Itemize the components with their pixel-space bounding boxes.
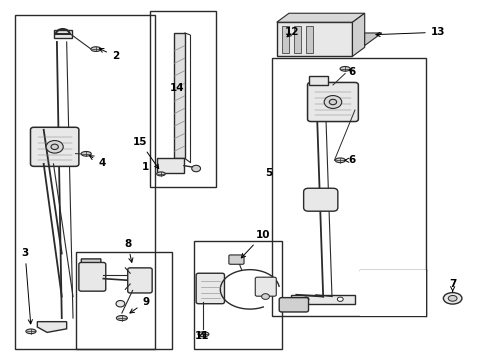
- Text: 6: 6: [345, 155, 356, 165]
- Bar: [54, 31, 72, 39]
- Text: 6: 6: [349, 67, 356, 77]
- Ellipse shape: [340, 67, 350, 71]
- Ellipse shape: [448, 296, 457, 301]
- Polygon shape: [309, 76, 328, 85]
- Text: 4: 4: [90, 156, 105, 168]
- FancyBboxPatch shape: [255, 277, 276, 296]
- Text: 1: 1: [142, 162, 149, 172]
- Text: 2: 2: [99, 49, 119, 61]
- Ellipse shape: [91, 47, 101, 51]
- Polygon shape: [365, 33, 382, 45]
- Bar: [292, 295, 355, 304]
- Bar: [194, 241, 282, 348]
- Ellipse shape: [198, 332, 209, 337]
- Text: 8: 8: [124, 239, 133, 262]
- Ellipse shape: [335, 158, 345, 163]
- FancyBboxPatch shape: [304, 188, 338, 211]
- Polygon shape: [352, 13, 365, 56]
- Ellipse shape: [262, 294, 270, 300]
- Ellipse shape: [46, 140, 63, 153]
- FancyBboxPatch shape: [79, 262, 106, 291]
- Text: 10: 10: [241, 230, 270, 258]
- Bar: [157, 158, 184, 173]
- Bar: [15, 15, 155, 348]
- Bar: [150, 12, 216, 187]
- Bar: [306, 26, 314, 53]
- Ellipse shape: [116, 301, 125, 307]
- FancyBboxPatch shape: [308, 82, 358, 122]
- FancyBboxPatch shape: [30, 127, 79, 166]
- Ellipse shape: [324, 95, 342, 108]
- Text: 13: 13: [376, 27, 445, 37]
- Text: 11: 11: [195, 330, 209, 341]
- Bar: [282, 26, 289, 53]
- Ellipse shape: [303, 297, 309, 301]
- Text: 9: 9: [130, 297, 149, 313]
- Polygon shape: [277, 13, 365, 22]
- FancyBboxPatch shape: [196, 273, 224, 304]
- Text: 3: 3: [22, 248, 32, 324]
- Ellipse shape: [329, 99, 337, 105]
- Ellipse shape: [192, 165, 200, 172]
- Text: 7: 7: [449, 279, 456, 292]
- Bar: [360, 270, 426, 316]
- Text: 12: 12: [285, 27, 300, 37]
- Ellipse shape: [337, 297, 343, 301]
- FancyBboxPatch shape: [229, 255, 244, 264]
- Ellipse shape: [26, 329, 36, 334]
- Ellipse shape: [51, 144, 58, 149]
- FancyBboxPatch shape: [128, 268, 152, 293]
- Text: 14: 14: [170, 83, 185, 93]
- Bar: [272, 58, 426, 316]
- Polygon shape: [37, 321, 67, 332]
- Ellipse shape: [157, 172, 165, 176]
- Ellipse shape: [117, 316, 127, 320]
- FancyBboxPatch shape: [279, 298, 309, 312]
- Ellipse shape: [443, 293, 462, 304]
- Bar: [76, 252, 172, 348]
- Text: 5: 5: [265, 168, 272, 178]
- Ellipse shape: [81, 152, 91, 156]
- Bar: [294, 26, 301, 53]
- Polygon shape: [81, 259, 101, 280]
- Text: 15: 15: [133, 137, 159, 168]
- Bar: [174, 33, 185, 158]
- Bar: [277, 22, 352, 56]
